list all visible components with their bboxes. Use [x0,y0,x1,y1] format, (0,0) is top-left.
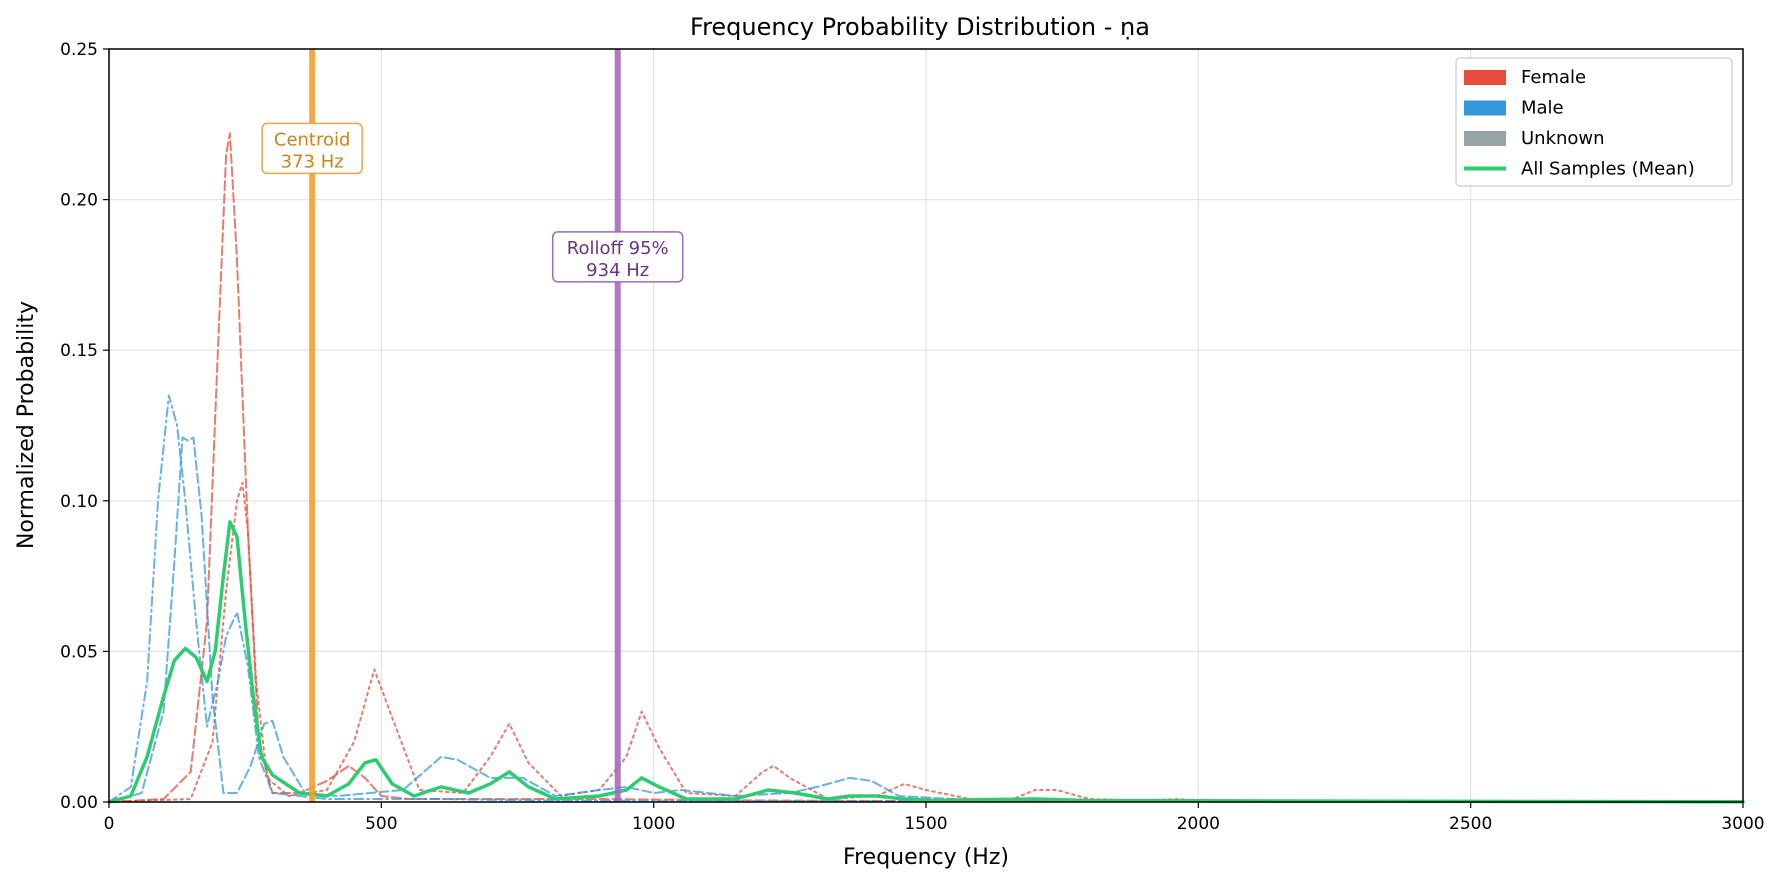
series-line-all-samples-mean-solid [107,520,1745,804]
legend-label: Male [1521,98,1564,119]
y-tick-label: 0.15 [60,341,98,361]
y-tick-label: 0.10 [60,492,98,512]
marker-label-title: Centroid [274,129,351,150]
y-tick-label: 0.20 [60,191,98,211]
legend-label: Unknown [1521,128,1605,149]
y-tick-label: 0.05 [60,642,98,662]
x-tick-label: 0 [104,814,115,834]
x-tick-label: 2000 [1177,814,1220,834]
marker-label-box [261,122,363,175]
x-tick-label: 2500 [1449,814,1492,834]
x-axis-label: Frequency (Hz) [843,845,1009,870]
marker-label-box [551,231,684,283]
x-tick-label: 1000 [632,814,675,834]
y-axis-label: Normalized Probability [14,301,39,549]
ticks: 0 500 1000 1500 2000 2500 3000 0.00 0.05 0.10 0.15… [60,40,1764,834]
series-line-male-dashdot [108,394,1744,803]
series-line-female-dotted [108,481,1744,803]
y-tick-label: 0.25 [60,40,98,60]
marker-label-value: 934 Hz [586,260,649,281]
x-tick-label: 3000 [1721,814,1764,834]
series-line-male-dashed [108,436,1744,803]
legend-swatch [1464,100,1506,116]
y-tick-label: 0.00 [60,793,98,813]
x-tick-label: 500 [365,814,397,834]
legend: Female Male Unknown All Samples (Mean) [1455,57,1733,187]
legend-box [1455,57,1733,187]
legend-label: All Samples (Mean) [1521,159,1695,180]
marker-label-title: Rolloff 95% [567,238,669,259]
legend-label: Female [1521,67,1586,88]
legend-swatch [1464,70,1506,85]
x-tick-label: 1500 [904,814,947,834]
marker-label-value: 373 Hz [281,151,344,172]
legend-swatch [1464,131,1506,146]
chart-title: Frequency Probability Distribution - ṇa [690,13,1150,41]
